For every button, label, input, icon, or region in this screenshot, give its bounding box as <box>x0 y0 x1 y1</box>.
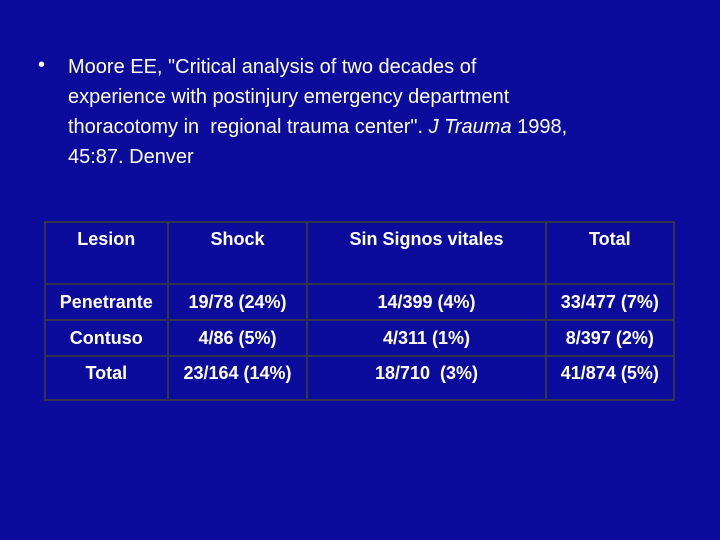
table-body: Lesion Shock Sin Signos vitales Total Penetr… <box>44 221 676 401</box>
table-cell: Penetrante <box>44 283 169 321</box>
data-table: Lesion Shock Sin Signos vitales Total Penetr… <box>44 221 676 401</box>
table-cell: Total <box>44 355 169 401</box>
table-cell: 8/397 (2%) <box>544 319 676 357</box>
table-cell: 18/710 (3%) <box>306 355 547 401</box>
header-cell: Shock <box>166 221 309 285</box>
citation-line: Moore EE, "Critical analysis of two deca… <box>68 56 477 78</box>
table-cell: 19/78 (24%) <box>166 283 309 321</box>
bullet-marker: • <box>38 54 46 76</box>
header-cell: Total <box>544 221 676 285</box>
header-cell: Lesion <box>44 221 169 285</box>
citation-line: experience with postinjury emergency dep… <box>68 86 510 108</box>
table-cell: 14/399 (4%) <box>306 283 547 321</box>
table-row: Total 23/164 (14%) 18/710 (3%) 41/874 (5%) <box>44 355 676 401</box>
table-cell: 41/874 (5%) <box>544 355 676 401</box>
table-cell: 23/164 (14%) <box>166 355 309 401</box>
header-cell: Sin Signos vitales <box>306 221 547 285</box>
table-cell: 4/86 (5%) <box>166 319 309 357</box>
citation-text: thoracotomy in regional trauma center". <box>68 116 429 138</box>
citation-line: thoracotomy in regional trauma center". … <box>68 112 567 142</box>
journal: J Trauma <box>428 116 512 138</box>
header-row: Lesion Shock Sin Signos vitales Total <box>44 221 676 285</box>
table-row: Contuso 4/86 (5%) 4/311 (1%) 8/397 (2%) <box>44 319 676 357</box>
table-cell: 4/311 (1%) <box>306 319 547 357</box>
citation-text: 1998, <box>511 116 568 138</box>
table-cell: Contuso <box>44 319 169 357</box>
citation: Moore EE, "Critical analysis of two deca… <box>68 52 567 172</box>
citation-line: 45:87. Denver <box>68 146 194 168</box>
table-row: Penetrante 19/78 (24%) 14/399 (4%) 33/477 (… <box>44 283 676 321</box>
table-cell: 33/477 (7%) <box>544 283 676 321</box>
